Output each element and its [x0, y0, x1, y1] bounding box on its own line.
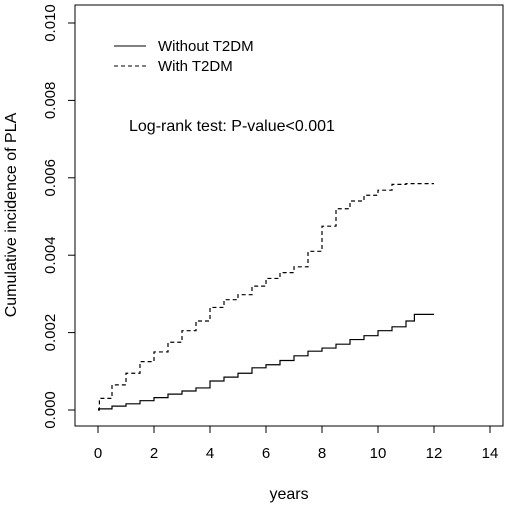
- y-tick-label: 0.004: [42, 236, 59, 274]
- x-tick-label: 12: [426, 445, 443, 462]
- y-tick-label: 0.006: [42, 159, 59, 197]
- plot-frame: [74, 4, 504, 427]
- x-tick-label: 2: [150, 445, 158, 462]
- y-tick-label: 0.008: [42, 82, 59, 120]
- x-tick-label: 8: [318, 445, 326, 462]
- x-tick-label: 14: [482, 445, 499, 462]
- y-tick-label: 0.000: [42, 391, 59, 429]
- x-tick-label: 6: [262, 445, 270, 462]
- y-axis-title: Cumulative incidence of PLA: [3, 112, 20, 317]
- x-tick-label: 0: [94, 445, 102, 462]
- x-axis: 0 2 4 6 8 10 12 14: [94, 425, 499, 462]
- series-line-without-t2dm: [98, 313, 434, 410]
- curves: [98, 183, 434, 411]
- y-tick-label: 0.010: [42, 4, 59, 42]
- x-tick-label: 10: [370, 445, 387, 462]
- legend-label-with-t2dm: With T2DM: [158, 58, 233, 75]
- log-rank-annotation: Log-rank test: P-value<0.001: [129, 118, 335, 135]
- series-line-with-t2dm: [98, 183, 434, 411]
- y-tick-label: 0.002: [42, 314, 59, 352]
- x-tick-label: 4: [206, 445, 214, 462]
- x-axis-title: years: [269, 486, 308, 503]
- y-axis: 0.000 0.002 0.004 0.006 0.008 0.010: [42, 4, 76, 429]
- legend: Without T2DM With T2DM: [114, 38, 254, 75]
- legend-label-without-t2dm: Without T2DM: [158, 38, 254, 55]
